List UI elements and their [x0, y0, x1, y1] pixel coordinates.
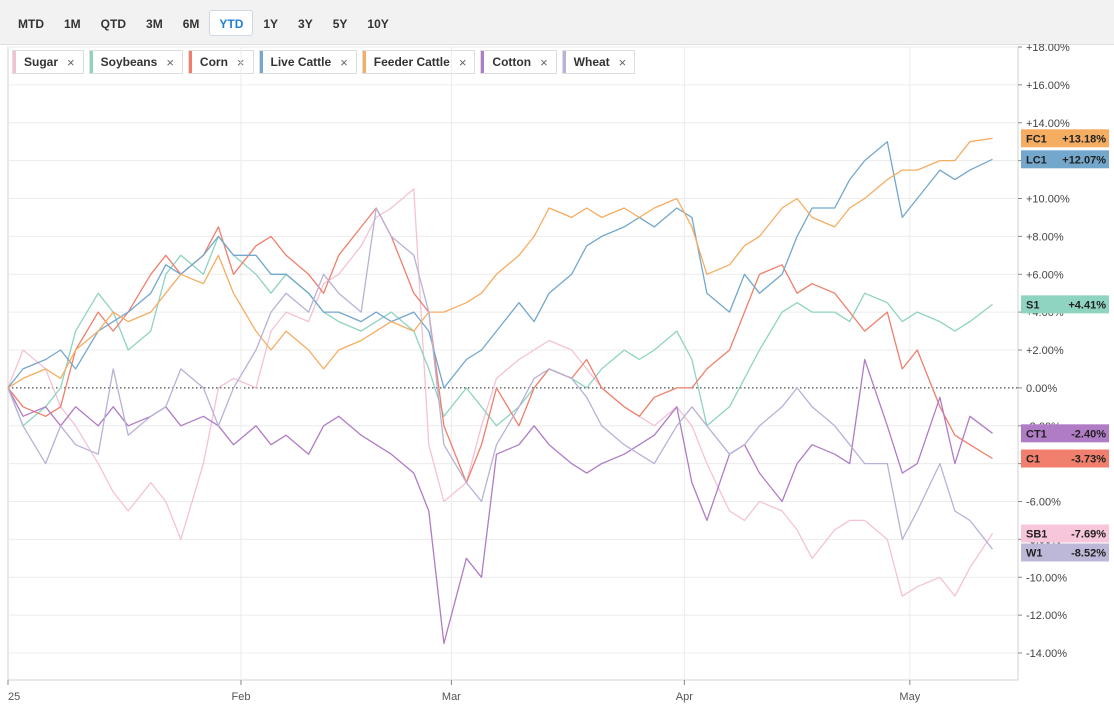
range-tab-1m[interactable]: 1M [64, 17, 81, 31]
range-tab-6m[interactable]: 6M [182, 17, 200, 31]
badge-symbol: W1 [1026, 548, 1043, 560]
legend-chip-corn[interactable]: Corn× [187, 50, 254, 74]
close-icon[interactable]: × [540, 54, 548, 70]
legend-swatch [481, 51, 485, 73]
legend-label: Feeder Cattle [373, 55, 450, 69]
badge-background [1021, 295, 1109, 314]
chart: -14.00%-12.00%-10.00%-8.00%-6.00%-4.00%-… [7, 44, 1109, 703]
close-icon[interactable]: × [67, 54, 75, 70]
last-value-badges: FC1 +13.18% LC1 +12.07% S1 +4.41% CT1 -2.40% C1 -… [1021, 129, 1109, 562]
badge-background [1021, 543, 1109, 562]
range-tab-10y[interactable]: 10Y [367, 17, 389, 31]
last-value-badge-w1: W1 -8.52% [1021, 543, 1109, 562]
series-line-wheat [7, 207, 994, 550]
y-tick-label: +8.00% [1026, 231, 1064, 243]
legend-chip-live-cattle[interactable]: Live Cattle × [258, 50, 357, 74]
y-tick-label: +18.00% [1026, 44, 1070, 54]
range-tab-3m[interactable]: 3M [146, 17, 163, 31]
badge-value: -3.73% [1071, 454, 1106, 466]
badge-value: +4.41% [1068, 299, 1106, 311]
series-line-sugar [7, 188, 994, 597]
badge-symbol: C1 [1026, 454, 1040, 466]
legend-swatch [13, 51, 16, 73]
legend-label: Cotton [492, 55, 532, 69]
x-tick-label: Apr [676, 691, 693, 703]
range-tab-mtd[interactable]: MTD [18, 17, 44, 31]
series-line-corn [7, 207, 993, 484]
series-line-cotton [7, 358, 993, 645]
close-icon[interactable]: × [340, 54, 348, 70]
badge-symbol: S1 [1026, 299, 1039, 311]
x-tick-label: Feb [231, 691, 250, 703]
y-tick-label: -6.00% [1026, 497, 1061, 509]
badge-symbol: CT1 [1026, 428, 1047, 440]
x-axis: 25 Feb Mar Apr May [7, 680, 921, 703]
legend-chip-wheat[interactable]: Wheat × [561, 50, 636, 74]
legend-chip-sugar[interactable]: Sugar × [12, 50, 84, 74]
grid [7, 46, 1019, 681]
range-tab-1y[interactable]: 1Y [263, 17, 279, 31]
range-tabs: MTD 1M QTD 3M 6M YTD 1Y 3Y 5Y 10Y [8, 10, 399, 36]
x-tick-label: 25 [8, 691, 20, 703]
range-tab-qtd[interactable]: QTD [100, 17, 127, 31]
series-line-soybeans [7, 235, 993, 427]
close-icon[interactable]: × [458, 54, 467, 70]
legend-label: Sugar [24, 55, 59, 69]
badge-value: -8.52% [1071, 548, 1106, 560]
toolbar: MTD 1M QTD 3M 6M YTD 1Y 3Y 5Y 10Y [0, 0, 1114, 45]
y-tick-label: -12.00% [1026, 610, 1067, 622]
legend-label: Wheat [573, 55, 610, 69]
badge-symbol: FC1 [1026, 133, 1047, 145]
legend-swatch [188, 51, 192, 73]
range-tab-ytd[interactable]: YTD [209, 10, 254, 36]
badge-background [1021, 449, 1109, 468]
badge-value: +12.07% [1062, 154, 1106, 166]
badge-background [1021, 424, 1109, 443]
badge-value: -2.40% [1071, 428, 1106, 440]
y-tick-label: +10.00% [1026, 194, 1070, 206]
close-icon[interactable]: × [618, 54, 627, 70]
y-tick-label: +14.00% [1026, 118, 1070, 130]
legend-swatch [259, 51, 263, 73]
y-tick-label: 0.00% [1026, 383, 1057, 395]
legend-swatch [562, 51, 566, 73]
series-line-feeder-cattle [7, 137, 993, 389]
badge-value: -7.69% [1071, 529, 1106, 541]
y-tick-label: -14.00% [1026, 648, 1067, 660]
badge-symbol: SB1 [1026, 529, 1047, 541]
series-line-live-cattle [7, 141, 993, 389]
y-tick-label: +6.00% [1026, 269, 1064, 281]
legend-label: Live Cattle [270, 55, 332, 69]
close-icon[interactable]: × [166, 54, 174, 70]
series-layer [7, 137, 994, 645]
y-tick-label: +2.00% [1026, 345, 1064, 357]
badge-value: +13.18% [1062, 133, 1106, 145]
range-tab-3y[interactable]: 3Y [298, 17, 313, 31]
y-tick-label: +16.00% [1026, 80, 1070, 92]
last-value-badge-sb1: SB1 -7.69% [1021, 524, 1109, 543]
badge-symbol: LC1 [1026, 154, 1047, 166]
badge-background [1021, 524, 1109, 543]
legend-chip-soybeans[interactable]: Soybeans × [88, 50, 183, 74]
legend-swatch [362, 51, 366, 73]
badge-background [1021, 150, 1109, 169]
legend: Sugar×Soybeans×Corn×Live Cattle×Feeder C… [12, 50, 636, 74]
legend-label: Soybeans [100, 55, 158, 69]
legend-chip-cotton[interactable]: Cotton × [480, 50, 557, 74]
last-value-badge-c1: C1 -3.73% [1021, 449, 1109, 468]
last-value-badge-s1: S1 +4.41% [1021, 295, 1109, 314]
last-value-badge-lc1: LC1 +12.07% [1021, 150, 1109, 169]
range-tab-5y[interactable]: 5Y [332, 17, 348, 31]
x-tick-label: Mar [442, 691, 461, 703]
legend-swatch [89, 51, 93, 73]
last-value-badge-ct1: CT1 -2.40% [1021, 424, 1109, 443]
last-value-badge-fc1: FC1 +13.18% [1021, 129, 1109, 148]
y-tick-label: -10.00% [1026, 572, 1067, 584]
legend-chip-feeder-cattle[interactable]: Feeder Cattle × [361, 50, 476, 74]
x-tick-label: May [899, 691, 920, 703]
legend-label: Corn [199, 55, 228, 69]
badge-background [1021, 129, 1109, 148]
